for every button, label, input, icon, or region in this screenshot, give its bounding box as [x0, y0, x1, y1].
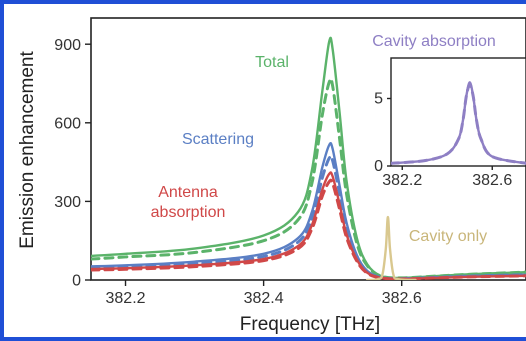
main-series-6-cavity-only-solid: [365, 215, 417, 280]
main-axes-group: 382.2 382.4 382.6 0 300 600 900: [54, 37, 422, 307]
inset-axes-group: 382.2 382.6 0 5: [374, 90, 512, 189]
inset-y-tick-label-0: 0: [374, 158, 383, 175]
inset-plot-frame: [390, 57, 526, 167]
inset-series-group: [391, 81, 526, 165]
inset-y-tick-label-1: 5: [374, 90, 383, 107]
inset-series-1-cavity-absorption-dashed: [391, 83, 526, 165]
inset-title: Cavity absorption: [372, 33, 496, 50]
y-axis-label: Emission enhancement: [17, 51, 38, 249]
main-plot-frame: [90, 17, 526, 281]
main-y-tick-label-0: 0: [72, 273, 81, 290]
main-x-tick-label-1: 382.4: [244, 290, 284, 307]
label-total: Total: [255, 54, 289, 71]
inset-x-tick-label-1: 382.6: [472, 172, 512, 189]
main-y-tick-label-2: 600: [54, 115, 81, 132]
main-y-tick-label-1: 300: [54, 194, 81, 211]
main-series-group: [91, 36, 526, 280]
label-absorption: absorption: [151, 204, 226, 221]
inset-x-tick-label-0: 382.2: [382, 172, 422, 189]
main-x-tick-label-0: 382.2: [106, 290, 146, 307]
label-scattering: Scattering: [182, 131, 254, 148]
main-y-tick-label-3: 900: [54, 37, 81, 54]
main-x-tick-label-2: 382.6: [382, 290, 422, 307]
label-cavity-only: Cavity only: [409, 228, 487, 245]
x-axis-label: Frequency [THz]: [240, 314, 380, 335]
label-antenna: Antenna: [158, 184, 218, 201]
inset-background: [391, 58, 526, 166]
